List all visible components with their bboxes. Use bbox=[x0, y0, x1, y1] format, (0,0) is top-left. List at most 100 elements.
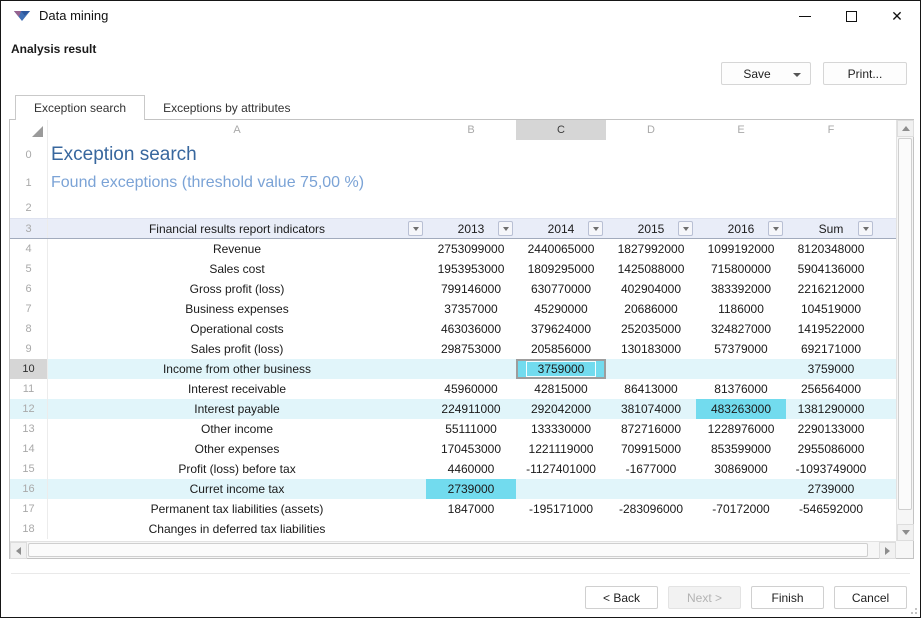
value-cell[interactable]: 3759000 bbox=[807, 362, 855, 376]
header-cell[interactable]: Financial results report indicators bbox=[48, 219, 426, 238]
value-cell[interactable]: 5904136000 bbox=[797, 262, 865, 276]
filter-dropdown-button[interactable] bbox=[588, 221, 603, 236]
value-cell[interactable]: 20686000 bbox=[624, 302, 678, 316]
row-number-4[interactable]: 4 bbox=[10, 239, 48, 259]
tab-exception-search[interactable]: Exception search bbox=[15, 95, 146, 120]
value-cell[interactable]: -546592000 bbox=[798, 502, 864, 516]
column-header-D[interactable]: D bbox=[647, 124, 655, 136]
row-number-0[interactable]: 0 bbox=[10, 140, 48, 169]
value-cell[interactable] bbox=[516, 479, 606, 499]
column-header-A[interactable]: A bbox=[233, 124, 241, 136]
value-cell[interactable] bbox=[696, 359, 786, 379]
value-cell[interactable]: 205856000 bbox=[530, 342, 592, 356]
value-cell[interactable]: 2753099000 bbox=[437, 242, 505, 256]
selected-cell[interactable]: 3759000 bbox=[516, 359, 606, 379]
indicator-cell[interactable]: Sales profit (loss) bbox=[190, 342, 284, 356]
row-number-14[interactable]: 14 bbox=[10, 439, 48, 459]
indicator-cell[interactable]: Permanent tax liabilities (assets) bbox=[150, 502, 324, 516]
value-cell[interactable]: -1677000 bbox=[625, 462, 677, 476]
value-cell[interactable]: 1809295000 bbox=[527, 262, 595, 276]
indicator-cell[interactable]: Gross profit (loss) bbox=[189, 282, 285, 296]
indicator-cell[interactable]: Profit (loss) before tax bbox=[178, 462, 296, 476]
value-cell[interactable]: 463036000 bbox=[440, 322, 502, 336]
column-header-C[interactable]: C bbox=[516, 120, 606, 140]
value-cell[interactable]: 2290133000 bbox=[797, 422, 865, 436]
value-cell[interactable]: 1419522000 bbox=[797, 322, 865, 336]
filter-dropdown-button[interactable] bbox=[858, 221, 873, 236]
row-number-3[interactable]: 3 bbox=[10, 219, 48, 238]
row-number-2[interactable]: 2 bbox=[10, 197, 48, 218]
value-cell[interactable]: 2440065000 bbox=[527, 242, 595, 256]
indicator-cell[interactable]: Interest receivable bbox=[187, 382, 287, 396]
value-cell[interactable]: 1847000 bbox=[447, 502, 495, 516]
value-cell[interactable] bbox=[696, 479, 786, 499]
row-number-7[interactable]: 7 bbox=[10, 299, 48, 319]
filter-dropdown-button[interactable] bbox=[498, 221, 513, 236]
value-cell[interactable]: 324827000 bbox=[710, 322, 772, 336]
value-cell[interactable]: 381074000 bbox=[620, 402, 682, 416]
value-cell[interactable]: 1953953000 bbox=[437, 262, 505, 276]
value-cell[interactable]: -1093749000 bbox=[795, 462, 867, 476]
value-cell[interactable]: 630770000 bbox=[530, 282, 592, 296]
back-button[interactable]: < Back bbox=[585, 586, 658, 609]
value-cell[interactable]: 1228976000 bbox=[707, 422, 775, 436]
value-cell[interactable] bbox=[606, 519, 696, 539]
filter-dropdown-button[interactable] bbox=[768, 221, 783, 236]
header-cell[interactable]: 2016 bbox=[696, 219, 786, 238]
filter-dropdown-button[interactable] bbox=[408, 221, 423, 236]
row-number-13[interactable]: 13 bbox=[10, 419, 48, 439]
value-cell[interactable]: 252035000 bbox=[620, 322, 682, 336]
indicator-cell[interactable]: Other expenses bbox=[194, 442, 280, 456]
column-header-B[interactable]: B bbox=[467, 124, 475, 136]
scroll-up-button[interactable] bbox=[897, 120, 914, 137]
value-cell[interactable]: -1127401000 bbox=[526, 462, 596, 476]
value-cell[interactable] bbox=[516, 519, 606, 539]
value-cell[interactable]: 1221119000 bbox=[528, 442, 594, 456]
row-number-15[interactable]: 15 bbox=[10, 459, 48, 479]
value-cell[interactable]: 379624000 bbox=[530, 322, 592, 336]
indicator-cell[interactable]: Curret income tax bbox=[189, 482, 285, 496]
value-cell[interactable]: -283096000 bbox=[618, 502, 684, 516]
value-cell[interactable]: 799146000 bbox=[440, 282, 502, 296]
finish-button[interactable]: Finish bbox=[751, 586, 824, 609]
header-cell[interactable]: Sum bbox=[786, 219, 876, 238]
value-cell[interactable]: 170453000 bbox=[440, 442, 502, 456]
value-cell[interactable]: 55111000 bbox=[445, 422, 497, 436]
scroll-right-button[interactable] bbox=[879, 542, 896, 559]
value-cell[interactable]: 45960000 bbox=[444, 382, 498, 396]
value-cell[interactable]: 133330000 bbox=[530, 422, 592, 436]
value-cell[interactable] bbox=[696, 519, 786, 539]
value-cell[interactable]: 872716000 bbox=[620, 422, 682, 436]
value-cell[interactable]: 81376000 bbox=[714, 382, 768, 396]
value-cell[interactable]: 2955086000 bbox=[797, 442, 865, 456]
indicator-cell[interactable]: Revenue bbox=[212, 242, 262, 256]
row-number-1[interactable]: 1 bbox=[10, 169, 48, 197]
horizontal-scroll-thumb[interactable] bbox=[28, 543, 868, 557]
header-cell[interactable]: 2015 bbox=[606, 219, 696, 238]
vertical-scroll-thumb[interactable] bbox=[898, 138, 912, 510]
value-cell[interactable] bbox=[606, 359, 696, 379]
indicator-cell[interactable]: Interest payable bbox=[194, 402, 280, 416]
save-dropdown-icon[interactable] bbox=[793, 73, 801, 77]
value-cell[interactable]: 692171000 bbox=[800, 342, 862, 356]
value-cell[interactable]: 853599000 bbox=[710, 442, 772, 456]
value-cell[interactable] bbox=[606, 479, 696, 499]
select-all-corner[interactable] bbox=[10, 120, 48, 140]
value-cell[interactable]: 715800000 bbox=[710, 262, 772, 276]
row-number-11[interactable]: 11 bbox=[10, 379, 48, 399]
value-cell[interactable]: 256564000 bbox=[800, 382, 862, 396]
header-cell[interactable]: 2013 bbox=[426, 219, 516, 238]
value-cell[interactable]: 402904000 bbox=[620, 282, 682, 296]
value-cell[interactable]: 483263000 bbox=[696, 399, 786, 419]
scroll-left-button[interactable] bbox=[10, 542, 27, 559]
value-cell[interactable]: 8120348000 bbox=[797, 242, 865, 256]
row-number-16[interactable]: 16 bbox=[10, 479, 48, 499]
row-number-17[interactable]: 17 bbox=[10, 499, 48, 519]
value-cell[interactable]: 37357000 bbox=[444, 302, 498, 316]
value-cell[interactable]: 383392000 bbox=[710, 282, 772, 296]
resize-grip-icon[interactable] bbox=[907, 604, 917, 614]
value-cell[interactable]: 1827992000 bbox=[617, 242, 685, 256]
save-button[interactable]: Save bbox=[721, 62, 811, 85]
value-cell[interactable]: 86413000 bbox=[624, 382, 678, 396]
row-number-18[interactable]: 18 bbox=[10, 519, 48, 539]
